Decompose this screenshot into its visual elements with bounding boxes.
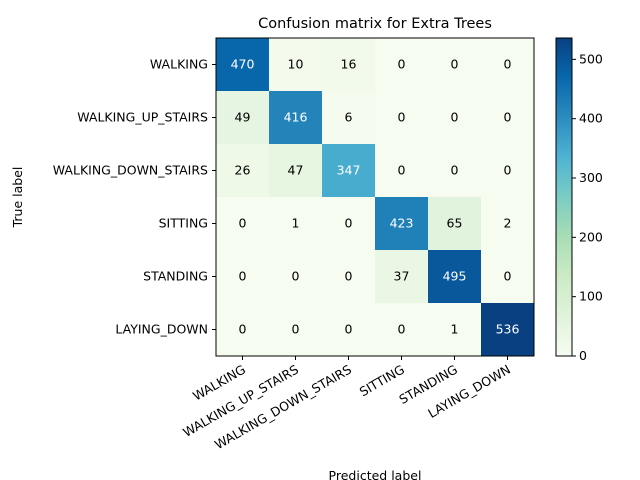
heatmap-cell — [216, 250, 270, 304]
colorbar-tick-label: 300 — [579, 170, 603, 185]
heatmap-cell — [375, 38, 429, 92]
cell-value-label: 1 — [292, 216, 300, 231]
chart-title: Confusion matrix for Extra Trees — [258, 16, 492, 32]
heatmap-cell — [269, 197, 323, 251]
cell-value-label: 0 — [398, 163, 406, 178]
colorbar-tick-label: 500 — [579, 51, 603, 66]
cell-value-label: 0 — [239, 269, 247, 284]
heatmap-cell — [216, 144, 270, 198]
cell-value-label: 6 — [345, 110, 353, 125]
heatmap-cell — [269, 303, 323, 357]
heatmap-cell — [216, 91, 270, 145]
cell-value-label: 0 — [504, 269, 512, 284]
heatmap-cell — [269, 250, 323, 304]
y-tick-label: WALKING_DOWN_STAIRS — [53, 163, 208, 178]
heatmap-cell — [375, 303, 429, 357]
colorbar — [555, 37, 573, 357]
colorbar-tick-label: 200 — [579, 229, 603, 244]
cell-value-label: 0 — [292, 269, 300, 284]
cell-value-label: 1 — [451, 322, 459, 337]
heatmap-cell — [375, 197, 429, 251]
heatmap-cell — [481, 144, 535, 198]
colorbar-tick-label: 100 — [579, 289, 603, 304]
cell-value-label: 423 — [390, 216, 414, 231]
cell-value-label: 0 — [345, 322, 353, 337]
cell-value-label: 0 — [345, 269, 353, 284]
colorbar-tick-label: 400 — [579, 111, 603, 126]
heatmap-cell — [481, 250, 535, 304]
heatmap-cell — [428, 250, 482, 304]
cell-value-label: 0 — [451, 163, 459, 178]
cell-value-label: 536 — [496, 322, 520, 337]
heatmap-cell — [481, 303, 535, 357]
cell-value-label: 0 — [345, 216, 353, 231]
heatmap-cell — [375, 91, 429, 145]
colorbar-tick-label: 0 — [579, 348, 587, 363]
heatmap-cell — [322, 38, 376, 92]
cell-value-label: 0 — [239, 216, 247, 231]
heatmap-cell — [216, 38, 270, 92]
cell-value-label: 10 — [288, 57, 304, 72]
x-axis-label: Predicted label — [329, 468, 422, 480]
heatmap-cell — [322, 91, 376, 145]
heatmap-cell — [322, 250, 376, 304]
heatmap-cell — [481, 91, 535, 145]
y-axis-label: True label — [10, 167, 25, 229]
heatmap-cell — [428, 38, 482, 92]
cell-value-label: 347 — [337, 163, 361, 178]
heatmap-cell — [428, 197, 482, 251]
y-tick-label: WALKING — [150, 57, 208, 72]
cell-value-label: 49 — [235, 110, 251, 125]
heatmap-cell — [269, 38, 323, 92]
heatmap-cell — [428, 144, 482, 198]
cell-value-label: 495 — [443, 269, 467, 284]
cell-value-label: 416 — [284, 110, 308, 125]
heatmap-cell — [216, 197, 270, 251]
heatmap-cell — [269, 91, 323, 145]
heatmap-cell — [481, 197, 535, 251]
heatmap-cell — [428, 91, 482, 145]
heatmap-cell — [322, 197, 376, 251]
heatmap-cell — [375, 144, 429, 198]
heatmap-cells — [216, 38, 535, 357]
cell-value-label: 2 — [504, 216, 512, 231]
cell-value-label: 0 — [292, 322, 300, 337]
heatmap-cell — [269, 144, 323, 198]
cell-value-label: 0 — [504, 57, 512, 72]
y-tick-label: SITTING — [159, 216, 208, 231]
cell-value-label: 16 — [341, 57, 357, 72]
cell-value-label: 0 — [504, 163, 512, 178]
y-axis-ticks: WALKING WALKING_UP_STAIRS WALKING_DOWN_STA… — [53, 57, 216, 337]
y-tick-label: STANDING — [143, 269, 208, 284]
cell-value-label: 65 — [447, 216, 463, 231]
cell-value-label: 470 — [231, 57, 255, 72]
cell-value-label: 0 — [398, 110, 406, 125]
cell-value-label: 0 — [451, 57, 459, 72]
cell-value-label: 37 — [394, 269, 410, 284]
cell-value-label: 0 — [398, 57, 406, 72]
colorbar-ticks: 0 100 200 300 400 500 — [572, 51, 603, 363]
cell-value-label: 26 — [235, 163, 251, 178]
y-tick-label: WALKING_UP_STAIRS — [77, 110, 208, 125]
heatmap-cell — [216, 303, 270, 357]
heatmap-cell — [322, 303, 376, 357]
heatmap-cell — [375, 250, 429, 304]
cell-value-label: 0 — [451, 110, 459, 125]
heatmap-cell — [428, 303, 482, 357]
cell-value-label: 0 — [239, 322, 247, 337]
cell-value-label: 47 — [288, 163, 304, 178]
heatmap-cell — [481, 38, 535, 92]
heatmap-cell — [322, 144, 376, 198]
cell-value-label: 0 — [398, 322, 406, 337]
y-tick-label: LAYING_DOWN — [115, 322, 208, 337]
plot-frame — [215, 37, 535, 357]
cell-value-labels: 470 10 16 0 0 049 416 6 0 0 026 47 347 0 0 00 1 0 423 65 20 0… — [231, 57, 520, 337]
cell-value-label: 0 — [504, 110, 512, 125]
